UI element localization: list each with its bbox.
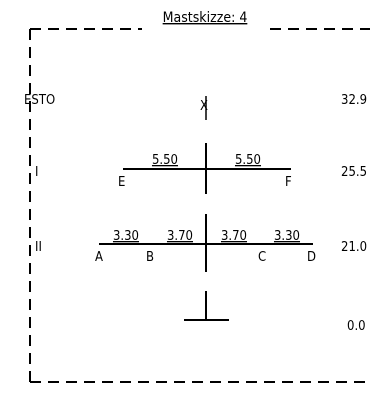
height-label-esto: 32.9 [341,93,367,108]
lower-span-1: 3.30 [113,229,139,244]
height-label-ground: 0.0 [347,319,366,334]
dashed-frame [29,28,370,384]
level-label-i: I [35,165,38,180]
diagram-title: Mastskizze: 4 [163,10,248,26]
lower-span-4: 3.30 [274,229,300,244]
point-label-a: A [95,250,103,265]
upper-span-left: 5.50 [152,153,178,168]
point-label-d: D [307,250,316,265]
upper-span-right: 5.50 [235,153,261,168]
height-label-i: 25.5 [341,165,367,180]
height-label-ii: 21.0 [341,240,367,255]
lower-span-3: 3.70 [221,229,247,244]
point-label-e: E [118,175,125,190]
point-label-f: F [285,175,292,190]
level-label-ii: II [35,240,42,255]
point-label-c: C [258,250,266,265]
lower-span-2: 3.70 [167,229,193,244]
point-label-b: B [146,250,154,265]
top-marker: X [200,99,208,114]
level-label-esto: ESTO [24,93,55,108]
